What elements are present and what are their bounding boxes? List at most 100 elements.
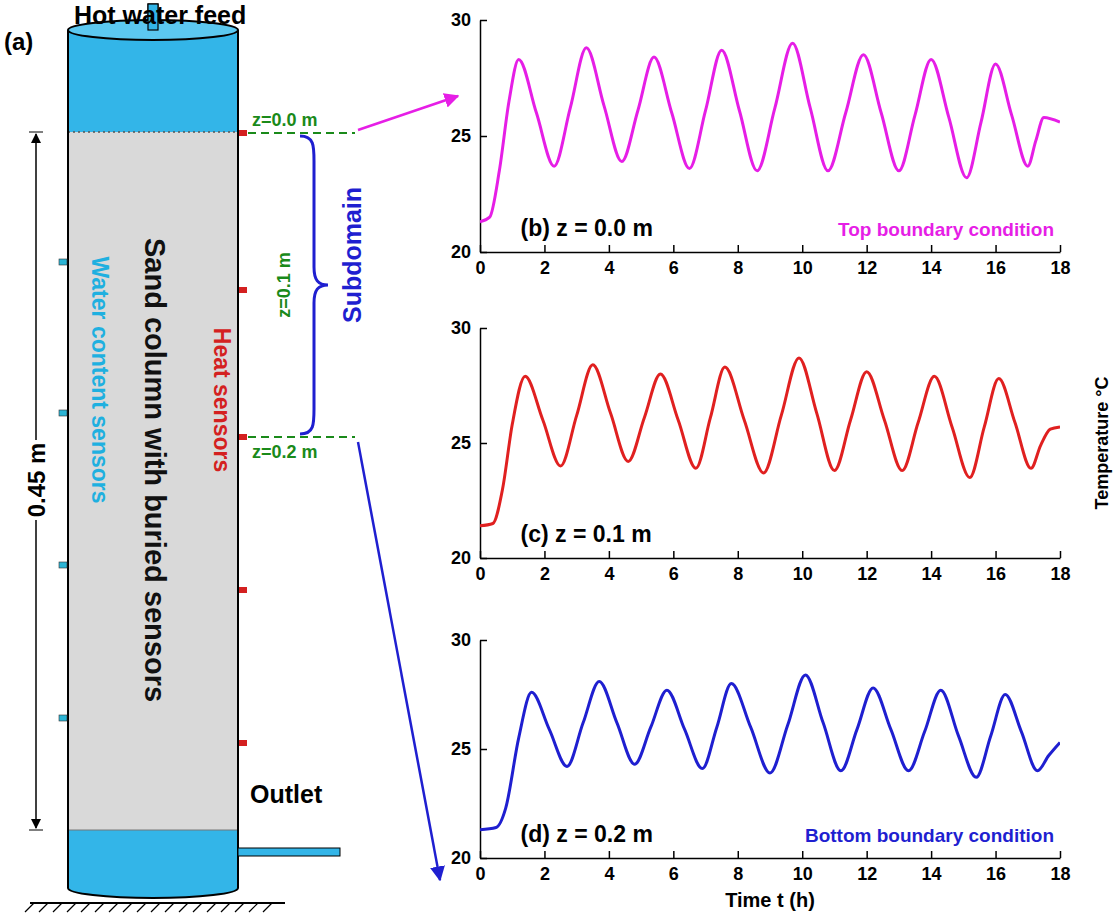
tick: 8	[733, 551, 743, 584]
tick-label: 12	[857, 258, 877, 278]
tick-mark	[931, 851, 933, 858]
tick: 20	[451, 548, 487, 568]
temperature-line	[480, 358, 1060, 526]
heat-sensor	[239, 587, 247, 593]
ground-hatch	[95, 903, 104, 912]
sand	[68, 132, 238, 830]
tick: 30	[451, 10, 487, 30]
tick-mark	[544, 851, 546, 858]
tick-mark	[866, 245, 868, 252]
tick-label: 6	[669, 564, 679, 584]
tick-mark	[995, 245, 997, 252]
tick: 2	[540, 851, 550, 884]
tick: 20	[451, 242, 487, 262]
tick-mark	[1060, 551, 1062, 558]
tick: 4	[604, 551, 614, 584]
tick: 16	[986, 551, 1006, 584]
tick: 12	[857, 551, 877, 584]
tick-label: 25	[451, 433, 471, 453]
panel-title: (c) z = 0.1 m	[521, 521, 652, 547]
ground-hatch	[39, 903, 48, 912]
depth-line	[248, 132, 355, 134]
water-sensor	[59, 410, 67, 416]
ground-hatch	[123, 903, 132, 912]
tick-mark	[931, 551, 933, 558]
tick-mark	[609, 551, 611, 558]
annotation: Top boundary condition	[838, 219, 1054, 240]
tick-mark	[995, 851, 997, 858]
axis-line	[481, 858, 1061, 860]
tick-label: 14	[922, 258, 942, 278]
depth-label: z=0.2 m	[252, 442, 318, 462]
tick: 25	[451, 126, 487, 146]
y-axis: 20 25 30	[451, 318, 487, 568]
tick: 6	[669, 851, 679, 884]
tick-label: 14	[922, 564, 942, 584]
tick-mark	[480, 749, 487, 751]
tick-mark	[544, 551, 546, 558]
tick-label: 20	[451, 242, 471, 262]
tick-label: 18	[1050, 564, 1070, 584]
tick: 12	[857, 245, 877, 278]
ground-hatch	[235, 903, 244, 912]
ground-hatch	[165, 903, 174, 912]
ground-hatch	[151, 903, 160, 912]
ground-hatch	[263, 903, 272, 912]
depth-label: z=0.0 m	[252, 110, 318, 130]
tick-label: 25	[451, 739, 471, 759]
tick-label: 4	[604, 258, 614, 278]
tick: 25	[451, 433, 487, 453]
tick: 30	[451, 318, 487, 338]
heat-sensor	[239, 287, 247, 293]
tick: 18	[1050, 245, 1070, 278]
wall	[67, 30, 69, 888]
ground-hatch	[25, 903, 34, 912]
wall	[237, 30, 239, 888]
y-axis: 20 25 30	[451, 630, 487, 868]
tick-label: 8	[733, 564, 743, 584]
tick: 8	[733, 851, 743, 884]
label-patch	[23, 440, 49, 520]
sand-surface	[68, 131, 238, 133]
tick-mark	[480, 640, 487, 642]
tick-label: 0	[475, 864, 485, 884]
tick-mark	[931, 245, 933, 252]
y-axis: 20 25 30	[451, 10, 487, 262]
tick-label: 25	[451, 126, 471, 146]
tick: 6	[669, 551, 679, 584]
chart-panel: 024681012141618202530(c) z = 0.1 mTemper…	[451, 318, 1112, 584]
tick-label: 16	[986, 564, 1006, 584]
ground-hatch	[53, 903, 62, 912]
height-label: 0.45 m	[23, 443, 50, 518]
tick-label: 30	[451, 10, 471, 30]
tick: 20	[451, 848, 487, 868]
tick-label: 30	[451, 318, 471, 338]
water-sensor	[59, 259, 67, 265]
tick-label: 4	[604, 864, 614, 884]
water-sensor-label: Water content sensors	[87, 256, 113, 503]
tick-mark	[609, 851, 611, 858]
figure: 0.45 m(a)Hot water feedSand column with …	[0, 0, 1118, 913]
tick: 18	[1050, 851, 1070, 884]
tick-mark	[995, 551, 997, 558]
panel-title: (b) z = 0.0 m	[521, 215, 653, 241]
tick: 10	[793, 245, 813, 278]
plot-area	[480, 43, 1060, 222]
tick: 6	[669, 245, 679, 278]
tick-mark	[673, 851, 675, 858]
tick: 25	[451, 739, 487, 759]
tick-mark	[738, 851, 740, 858]
tick-label: 14	[922, 864, 942, 884]
outlet-label: Outlet	[250, 780, 323, 808]
axis-line	[481, 558, 1061, 560]
ground-hatch	[193, 903, 202, 912]
tick: 2	[540, 551, 550, 584]
pointer-arrow	[358, 442, 440, 880]
outlet-pipe	[238, 848, 340, 856]
tick-label: 2	[540, 564, 550, 584]
annotation: Bottom boundary condition	[805, 825, 1054, 846]
tick: 30	[451, 630, 487, 650]
tick-mark	[866, 851, 868, 858]
tick-mark	[802, 851, 804, 858]
sand-bottom	[68, 830, 238, 831]
